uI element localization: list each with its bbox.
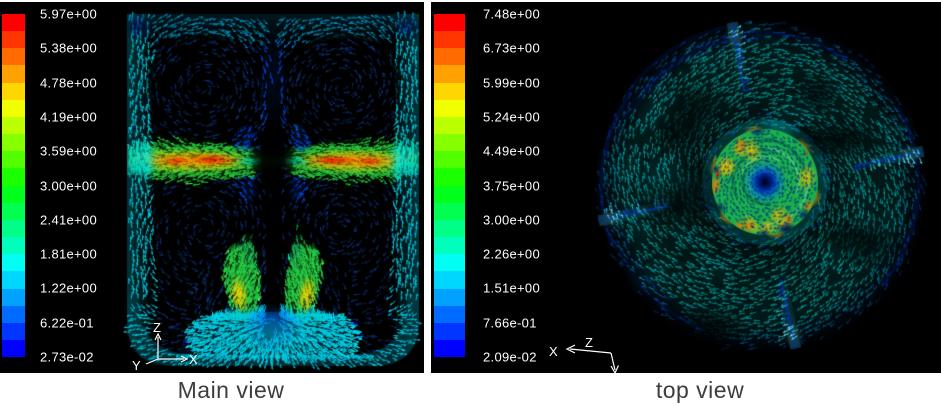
colorbar-tick-label: 5.24e+00 — [483, 109, 540, 125]
colorbar-tick-label: 2.26e+00 — [483, 246, 540, 262]
colorbar-band — [434, 237, 465, 255]
top-view-vector-plot — [431, 2, 941, 373]
colorbar-tick-label: 4.49e+00 — [483, 143, 540, 159]
axis-triad-main: Z X Y — [132, 320, 198, 373]
colorbar-tick-label: 7.48e+00 — [483, 6, 540, 22]
colorbar-tick-label: 1.51e+00 — [483, 280, 540, 296]
colorbar-band — [2, 271, 25, 289]
colorbar-tick-label: 6.73e+00 — [483, 40, 540, 56]
colorbar-band — [2, 31, 25, 49]
axis-label-y: Y — [132, 358, 141, 373]
colorbar-band — [434, 82, 465, 100]
colorbar-band — [434, 322, 465, 340]
colorbar-band — [434, 14, 465, 32]
colorbar-tick-label: 2.09e-02 — [483, 349, 537, 365]
colorbar-band — [2, 99, 25, 117]
colorbar-band — [434, 99, 465, 117]
colorbar-band — [2, 202, 25, 220]
axis-label-z: Z — [585, 335, 593, 350]
top-view-panel: 7.48e+00 6.73e+00 5.99e+00 5.24e+00 4.49e+00… — [431, 2, 941, 375]
colorbar-band — [434, 65, 465, 83]
colorbar-band — [434, 134, 465, 152]
colorbar-band — [2, 219, 25, 238]
main-view-vector-plot — [0, 2, 424, 373]
colorbar-band — [2, 305, 25, 323]
axis-triad-top: Z X — [549, 335, 620, 375]
colorbar-tick-label: 3.59e+00 — [40, 143, 97, 159]
main-colorbar — [2, 14, 25, 358]
colorbar-tick-label: 4.78e+00 — [40, 75, 97, 91]
colorbar-tick-label: 3.75e+00 — [483, 178, 540, 193]
colorbar-band — [2, 14, 25, 32]
top-colorbar — [434, 14, 465, 358]
colorbar-band — [2, 48, 25, 66]
colorbar-tick-label: 5.97e+00 — [40, 6, 97, 22]
main-view-panel: 5.97e+00 5.38e+00 4.78e+00 4.19e+00 3.59e+00… — [0, 2, 424, 373]
colorbar-band — [2, 168, 25, 186]
colorbar-tick-label: 5.38e+00 — [40, 40, 97, 56]
colorbar-band — [2, 151, 25, 169]
colorbar-tick-label: 7.66e-01 — [483, 315, 537, 331]
colorbar-tick-label: 1.22e+00 — [40, 280, 97, 296]
colorbar-band — [2, 339, 25, 358]
colorbar-band — [2, 116, 25, 135]
colorbar-band — [2, 134, 25, 152]
colorbar-tick-label: 3.00e+00 — [483, 212, 540, 228]
colorbar-tick-label: 2.41e+00 — [40, 212, 97, 228]
axis-label-x: X — [549, 344, 558, 359]
colorbar-tick-label: 6.22e-01 — [40, 315, 94, 331]
colorbar-band — [434, 288, 465, 306]
colorbar-tick-label: 5.99e+00 — [483, 75, 540, 91]
colorbar-band — [2, 288, 25, 306]
colorbar-band — [434, 168, 465, 186]
colorbar-band — [2, 65, 25, 83]
colorbar-band — [434, 339, 465, 358]
colorbar-band — [434, 116, 465, 135]
colorbar-band — [434, 31, 465, 49]
colorbar-band — [2, 254, 25, 272]
colorbar-band — [434, 185, 465, 203]
colorbar-band — [2, 322, 25, 340]
colorbar-band — [434, 305, 465, 323]
colorbar-band — [2, 237, 25, 255]
colorbar-band — [434, 151, 465, 169]
axis-label-z: Z — [153, 320, 161, 335]
colorbar-band — [434, 271, 465, 289]
colorbar-tick-label: 1.81e+00 — [40, 246, 97, 262]
colorbar-tick-label: 3.00e+00 — [40, 178, 97, 193]
caption-top-view: top view — [655, 377, 745, 403]
colorbar-band — [2, 185, 25, 203]
caption-main-view: Main view — [177, 377, 285, 403]
colorbar-band — [434, 202, 465, 220]
colorbar-band — [2, 82, 25, 100]
colorbar-band — [434, 254, 465, 272]
colorbar-tick-label: 4.19e+00 — [40, 109, 97, 125]
axis-label-x: X — [189, 352, 198, 367]
colorbar-band — [434, 48, 465, 66]
colorbar-band — [434, 219, 465, 238]
colorbar-tick-label: 2.73e-02 — [40, 349, 94, 365]
